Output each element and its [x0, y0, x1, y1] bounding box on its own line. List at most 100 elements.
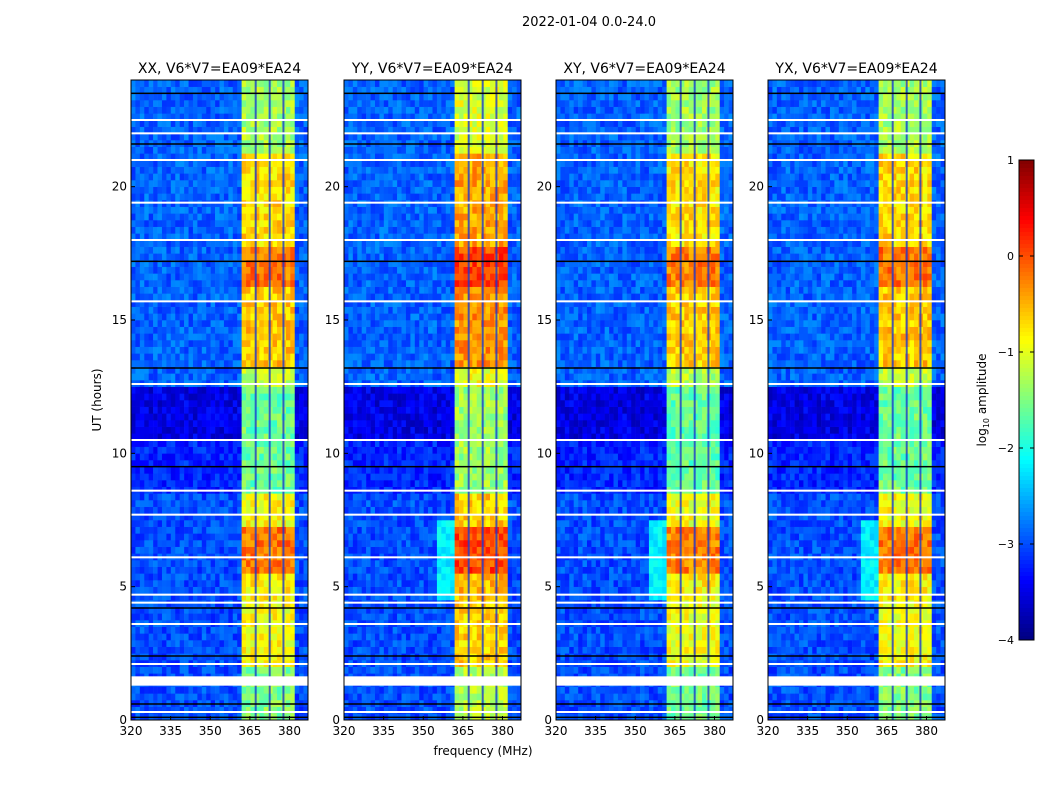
- heatmap-cell: [254, 446, 260, 454]
- heatmap-cell: [184, 260, 189, 267]
- heatmap-cell: [197, 453, 203, 461]
- heatmap-cell: [170, 640, 176, 647]
- heatmap-cell: [188, 480, 194, 487]
- heatmap-cell: [175, 186, 180, 194]
- heatmap-cell: [250, 420, 256, 427]
- heatmap-cell: [241, 253, 247, 261]
- heatmap-cell: [490, 686, 495, 694]
- heatmap-cell: [516, 573, 522, 581]
- heatmap-cell: [210, 193, 216, 201]
- heatmap-cell: [135, 446, 141, 454]
- heatmap-cell: [170, 173, 176, 181]
- heatmap-cell: [144, 233, 149, 241]
- heatmap-cell: [370, 560, 376, 567]
- heatmap-cell: [263, 426, 269, 434]
- heatmap-cell: [197, 373, 203, 381]
- heatmap-cell: [219, 606, 225, 614]
- heatmap-cell: [459, 586, 464, 594]
- heatmap-cell: [472, 633, 478, 641]
- heatmap-cell: [157, 360, 163, 367]
- heatmap-cell: [144, 706, 149, 714]
- heatmap-cell: [166, 413, 172, 421]
- heatmap-cell: [254, 480, 260, 487]
- heatmap-cell: [285, 473, 291, 481]
- heatmap-cell: [175, 460, 180, 467]
- heatmap-cell: [277, 246, 282, 254]
- heatmap-cell: [512, 540, 517, 547]
- heatmap-cell: [246, 653, 251, 661]
- heatmap-cell: [285, 546, 291, 554]
- heatmap-cell: [197, 106, 203, 114]
- heatmap-cell: [135, 353, 141, 361]
- heatmap-cell: [206, 400, 211, 407]
- heatmap-cell: [361, 633, 367, 641]
- heatmap-cell: [153, 513, 158, 521]
- heatmap-cell: [192, 286, 198, 294]
- heatmap-cell: [197, 560, 203, 567]
- heatmap-cell: [228, 546, 234, 554]
- heatmap-cell: [215, 113, 220, 121]
- heatmap-cell: [263, 126, 269, 134]
- heatmap-cell: [303, 400, 309, 407]
- heatmap-cell: [215, 593, 220, 601]
- heatmap-cell: [254, 106, 260, 114]
- heatmap-cell: [148, 153, 154, 161]
- heatmap-cell: [131, 213, 136, 221]
- heatmap-cell: [179, 506, 185, 514]
- heatmap-cell: [463, 580, 469, 587]
- heatmap-cell: [148, 340, 154, 347]
- heatmap-cell: [299, 513, 304, 521]
- heatmap-cell: [201, 233, 207, 241]
- heatmap-cell: [352, 666, 358, 674]
- heatmap-cell: [263, 433, 269, 441]
- heatmap-cell: [507, 606, 513, 614]
- heatmap-cell: [153, 186, 158, 194]
- heatmap-cell: [405, 606, 411, 614]
- heatmap-cell: [428, 640, 433, 647]
- heatmap-cell: [144, 693, 149, 701]
- heatmap-cell: [303, 320, 309, 327]
- heatmap-cell: [184, 506, 189, 514]
- heatmap-cell: [139, 246, 145, 254]
- heatmap-cell: [153, 586, 158, 594]
- heatmap-cell: [414, 560, 420, 567]
- heatmap-cell: [237, 540, 242, 547]
- heatmap-cell: [246, 280, 251, 287]
- heatmap-cell: [139, 346, 145, 354]
- heatmap-cell: [259, 480, 265, 487]
- heatmap-cell: [192, 340, 198, 347]
- heatmap-cell: [184, 626, 189, 634]
- heatmap-cell: [423, 626, 429, 634]
- heatmap-cell: [259, 533, 265, 541]
- heatmap-cell: [348, 573, 354, 581]
- heatmap-cell: [223, 500, 229, 507]
- heatmap-cell: [290, 420, 296, 427]
- heatmap-cell: [228, 100, 234, 107]
- heatmap-cell: [131, 93, 136, 101]
- heatmap-cell: [148, 566, 154, 574]
- heatmap-cell: [237, 686, 242, 694]
- heatmap-cell: [272, 106, 278, 114]
- heatmap-cell: [223, 566, 229, 574]
- heatmap-cell: [232, 473, 238, 481]
- heatmap-cell: [290, 220, 296, 227]
- heatmap-cell: [254, 266, 260, 274]
- heatmap-cell: [357, 666, 362, 674]
- heatmap-cell: [148, 506, 154, 514]
- heatmap-cell: [294, 346, 300, 354]
- heatmap-cell: [246, 446, 251, 454]
- heatmap-cell: [303, 466, 309, 474]
- heatmap-cell: [250, 686, 256, 694]
- heatmap-cell: [237, 306, 242, 314]
- heatmap-cell: [135, 206, 141, 214]
- heatmap-cell: [188, 266, 194, 274]
- heatmap-cell: [285, 433, 291, 441]
- heatmap-cell: [254, 426, 260, 434]
- heatmap-cell: [397, 593, 402, 601]
- heatmap-cell: [290, 613, 296, 621]
- heatmap-cell: [215, 213, 220, 221]
- heatmap-cell: [184, 433, 189, 441]
- heatmap-cell: [170, 93, 176, 101]
- heatmap-cell: [370, 653, 376, 661]
- heatmap-cell: [161, 373, 167, 381]
